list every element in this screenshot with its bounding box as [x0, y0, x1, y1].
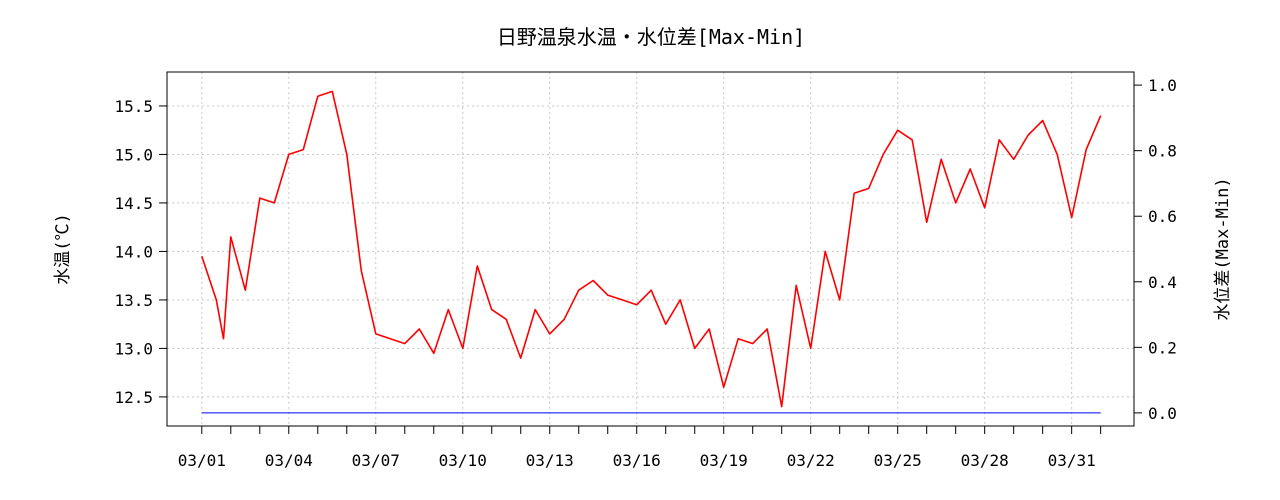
- y-axis-label-right: 水位差(Max-Min): [1213, 177, 1233, 320]
- x-tick-label: 03/28: [961, 451, 1009, 470]
- x-tick-label: 03/25: [874, 451, 922, 470]
- y-tick-label-right: 0.8: [1148, 142, 1177, 161]
- axis-layer: 03/01 03/04 03/07 03/10 03/13 03/16 03/19 03/22…: [114, 76, 1176, 470]
- y-tick-label-right: 0.4: [1148, 273, 1177, 292]
- x-tick-label: 03/04: [265, 451, 313, 470]
- x-tick-label: 03/01: [178, 451, 226, 470]
- y-axis-label-left: 水温(℃): [53, 213, 73, 284]
- y-tick-label-left: 14.0: [114, 242, 153, 261]
- x-tick-label: 03/22: [787, 451, 835, 470]
- chart-title: 日野温泉水温・水位差[Max-Min]: [497, 25, 805, 49]
- y-tick-label-left: 12.5: [114, 388, 153, 407]
- x-tick-label: 03/16: [613, 451, 661, 470]
- x-tick-label: 03/13: [526, 451, 574, 470]
- y-tick-label-left: 15.0: [114, 145, 153, 164]
- plot-frame: [166, 71, 1135, 427]
- y-tick-label-right: 1.0: [1148, 76, 1177, 95]
- y-tick-label-left: 13.5: [114, 291, 153, 310]
- y-tick-label-left: 14.5: [114, 194, 153, 213]
- x-tick-label: 03/31: [1048, 451, 1096, 470]
- y-tick-label-left: 13.0: [114, 339, 153, 358]
- x-tick-label: 03/10: [439, 451, 487, 470]
- x-tick-label: 03/07: [352, 451, 400, 470]
- y-tick-label-right: 0.0: [1148, 404, 1177, 423]
- water-temperature-line: [201, 90, 1102, 408]
- x-tick-label: 03/19: [700, 451, 748, 470]
- y-tick-label-right: 0.6: [1148, 207, 1177, 226]
- y-tick-label-left: 15.5: [114, 97, 153, 116]
- series-layer: [201, 90, 1102, 414]
- y-tick-label-right: 0.2: [1148, 338, 1177, 357]
- grid-layer: [167, 72, 1134, 426]
